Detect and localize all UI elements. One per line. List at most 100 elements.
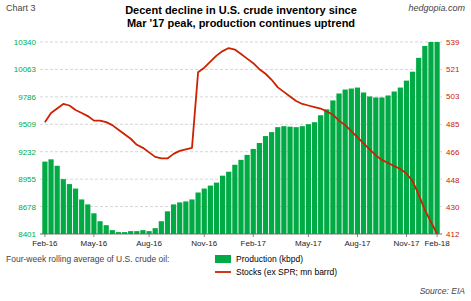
bar: [171, 204, 176, 234]
line: [45, 48, 437, 234]
bar: [349, 89, 354, 234]
x-tick-label: Aug-16: [136, 239, 162, 248]
title-line: Decent decline in U.S. crude inventory s…: [125, 4, 357, 16]
bar: [379, 97, 384, 234]
bar: [398, 88, 403, 234]
bar: [318, 115, 323, 234]
legend: Production (kbpd) Stocks (ex SPR; mn barr…: [215, 254, 337, 277]
legend-swatch: [215, 271, 231, 273]
bar: [287, 127, 292, 234]
bar: [257, 143, 262, 234]
annotation: Source: EIA: [420, 286, 466, 296]
x-tick: [308, 234, 309, 237]
y2-tick-label: 485: [446, 120, 460, 129]
x-tick: [93, 234, 94, 237]
bar: [177, 202, 182, 234]
x-tick: [437, 234, 438, 237]
y-tick-label: 8401: [18, 230, 36, 239]
title: Decent decline in U.S. crude inventory s…: [125, 4, 357, 29]
bar: [67, 184, 72, 234]
bar: [324, 109, 329, 234]
bar: [336, 93, 341, 234]
bar: [281, 126, 286, 234]
bar: [300, 126, 305, 234]
bar: [373, 97, 378, 234]
bar: [428, 42, 433, 234]
bar: [110, 230, 115, 234]
x-tick: [253, 234, 254, 237]
y-tick-label: 8678: [18, 203, 36, 212]
bar: [361, 93, 366, 234]
bar: [330, 100, 335, 234]
bar: [306, 124, 311, 234]
y-tick-label: 9509: [18, 120, 36, 129]
bar: [97, 221, 102, 234]
bar: [146, 231, 151, 234]
y-tick-label: 8955: [18, 175, 36, 184]
bar: [202, 189, 207, 234]
bar: [294, 127, 299, 234]
bar: [434, 42, 439, 234]
x-axis-line: [40, 234, 442, 235]
bar: [79, 199, 84, 234]
marks: [42, 42, 439, 234]
bar: [104, 225, 109, 234]
annotation: Four-week rolling average of U.S. crude …: [6, 254, 169, 264]
x-tick-label: Feb-17: [241, 239, 267, 248]
x-tick: [149, 234, 150, 237]
bar: [275, 127, 280, 234]
y2-tick-label: 430: [446, 203, 460, 212]
bar: [269, 132, 274, 234]
bar: [85, 204, 90, 234]
y-tick-label: 10340: [14, 38, 37, 47]
y2-tick-label: 466: [446, 148, 460, 157]
bar: [367, 96, 372, 234]
grid: [40, 42, 442, 234]
chart: Chart 3hedgopia.comFour-week rolling ave…: [0, 0, 471, 301]
annotation: hedgopia.com: [408, 3, 465, 13]
x-tick: [357, 234, 358, 237]
bar: [189, 199, 194, 234]
x-tick-label: Nov-17: [394, 239, 420, 248]
y2-tick-label: 503: [446, 92, 460, 101]
bar: [220, 176, 225, 234]
legend-label: Stocks (ex SPR; mn barrd): [236, 267, 337, 277]
bar: [312, 122, 317, 234]
bar: [153, 228, 158, 234]
y-tick-label: 10063: [14, 65, 37, 74]
x-tick-label: Aug-17: [345, 239, 371, 248]
title-line: Mar '17 peak, production continues uptre…: [127, 17, 355, 29]
x-tick: [406, 234, 407, 237]
bar: [61, 179, 66, 234]
bar: [42, 162, 47, 234]
x-tick-label: Feb-16: [32, 239, 58, 248]
bar: [245, 155, 250, 234]
bar: [263, 136, 268, 234]
bar: [416, 58, 421, 234]
y-tick-label: 9232: [18, 148, 36, 157]
bar: [226, 172, 231, 234]
grid-line: [40, 96, 442, 97]
bar: [355, 88, 360, 234]
y-tick-label: 9786: [18, 93, 36, 102]
x-tick: [44, 234, 45, 237]
bar: [232, 165, 237, 234]
bar: [73, 189, 78, 234]
x-tick-label: May-16: [81, 239, 108, 248]
bar: [140, 230, 145, 234]
bar: [343, 90, 348, 234]
legend-label: Production (kbpd): [236, 254, 303, 264]
bar: [392, 92, 397, 234]
bar: [251, 149, 256, 234]
y2-tick-label: 521: [446, 65, 460, 74]
y2-tick-label: 448: [446, 176, 460, 185]
bar: [91, 213, 96, 234]
x-tick-label: Feb-18: [424, 239, 450, 248]
x-tick-label: May-17: [295, 239, 322, 248]
grid-line: [40, 42, 442, 43]
bar: [55, 166, 60, 234]
x-tick: [204, 234, 205, 237]
bar: [410, 72, 415, 234]
bar: [159, 221, 164, 234]
bar: [128, 231, 133, 234]
